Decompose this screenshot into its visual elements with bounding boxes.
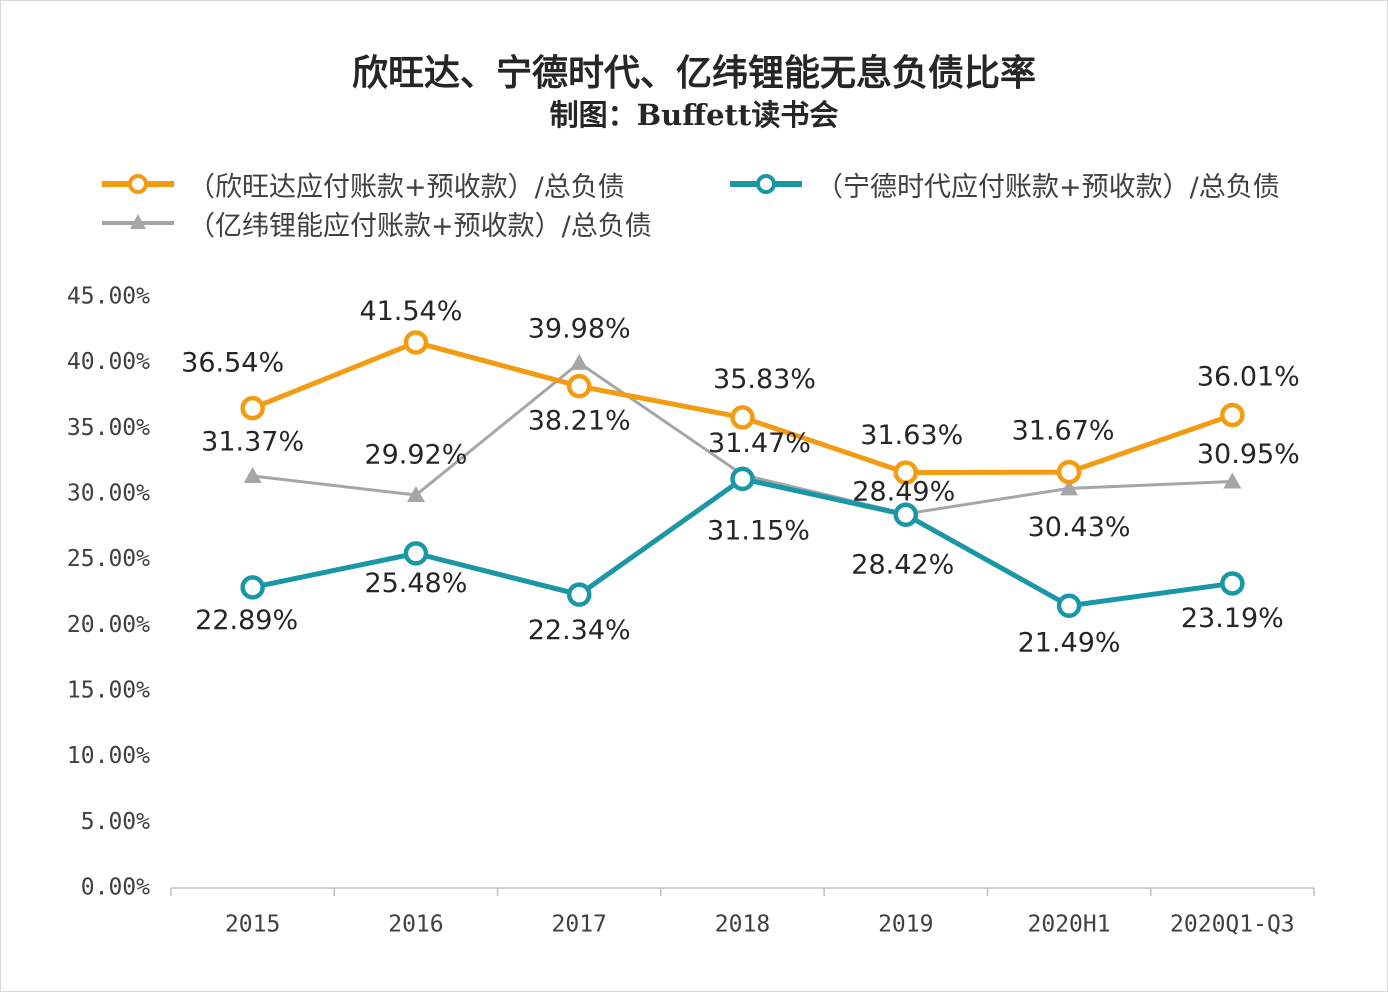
y-tick-label: 25.00%: [67, 546, 150, 572]
x-tick-label: 2017: [552, 912, 607, 938]
data-label-eve: 29.92%: [364, 440, 467, 471]
y-tick-label: 5.00%: [81, 809, 150, 835]
chart-title: 欣旺达、宁德时代、亿纬锂能无息负债比率: [351, 52, 1036, 94]
data-point-catl[interactable]: [566, 582, 592, 607]
legend-line-triangle-gray-icon: [102, 214, 174, 229]
y-tick-label: 0.00%: [81, 875, 150, 901]
data-point-xwd[interactable]: [1220, 402, 1245, 428]
x-tick-label: 2016: [388, 912, 443, 938]
data-point-eve[interactable]: [1060, 479, 1079, 496]
data-point-xwd[interactable]: [403, 330, 429, 355]
data-label-xwd: 38.21%: [528, 406, 631, 437]
data-point-catl[interactable]: [403, 541, 429, 566]
data-point-xwd[interactable]: [893, 460, 919, 485]
data-point-xwd[interactable]: [730, 405, 755, 430]
y-tick-label: 45.00%: [67, 284, 150, 310]
data-label-eve: 31.37%: [201, 427, 304, 458]
legend-line-circle-orange-icon: [102, 174, 174, 194]
data-point-catl[interactable]: [1220, 571, 1245, 596]
y-tick-label: 20.00%: [67, 612, 150, 638]
data-point-eve[interactable]: [406, 486, 425, 503]
data-label-xwd: 31.63%: [860, 420, 963, 451]
data-label-catl: 31.15%: [707, 515, 810, 546]
data-label-eve: 31.47%: [708, 428, 811, 459]
legend-label-catl: （宁德时代应付账款+预收款）/总负债: [816, 171, 1280, 203]
data-point-xwd[interactable]: [566, 373, 592, 399]
data-label-xwd: 41.54%: [359, 296, 462, 327]
data-label-catl: 22.89%: [195, 605, 298, 636]
data-label-xwd: 31.67%: [1012, 416, 1115, 447]
x-tick-label: 2015: [225, 912, 280, 938]
data-point-eve[interactable]: [570, 353, 589, 370]
legend-item-eve[interactable]: （亿纬锂能应付账款+预收款）/总负债: [100, 205, 652, 242]
x-tick-label: 2019: [878, 912, 933, 938]
legend-label-xwd: （欣旺达应付账款+预收款）/总负债: [188, 171, 625, 203]
data-point-catl[interactable]: [1056, 593, 1082, 619]
data-label-eve: 30.43%: [1028, 512, 1131, 543]
data-label-eve: 30.95%: [1197, 439, 1300, 470]
data-point-xwd[interactable]: [1056, 459, 1082, 485]
chart-subtitle: 制图：Buffett读书会: [549, 98, 839, 132]
data-point-catl[interactable]: [240, 575, 265, 600]
data-point-catl[interactable]: [893, 502, 919, 528]
data-label-catl: 23.19%: [1181, 603, 1284, 634]
data-label-xwd: 36.54%: [181, 348, 284, 379]
data-label-catl: 28.42%: [851, 549, 954, 580]
data-label-catl: 21.49%: [1018, 627, 1121, 658]
data-label-catl: 22.34%: [528, 615, 631, 646]
data-label-eve: 39.98%: [528, 313, 631, 344]
data-label-xwd: 35.83%: [713, 364, 816, 395]
data-point-catl[interactable]: [730, 466, 755, 492]
data-point-eve[interactable]: [243, 467, 262, 484]
y-tick-label: 30.00%: [67, 481, 150, 507]
legend-item-catl[interactable]: （宁德时代应付账款+预收款）/总负债: [728, 166, 1280, 203]
x-tick-label: 2020Q1-Q3: [1170, 912, 1295, 938]
data-label-eve: 28.49%: [852, 476, 955, 507]
y-tick-label: 15.00%: [67, 678, 150, 704]
legend-label-eve: （亿纬锂能应付账款+预收款）/总负债: [188, 210, 652, 242]
y-tick-label: 10.00%: [67, 743, 150, 769]
y-tick-label: 40.00%: [67, 349, 150, 375]
data-point-xwd[interactable]: [240, 395, 265, 421]
y-tick-label: 35.00%: [67, 415, 150, 441]
x-tick-label: 2018: [715, 912, 770, 938]
data-label-xwd: 36.01%: [1197, 362, 1300, 393]
x-tick-label: 2020H1: [1028, 912, 1111, 938]
data-label-catl: 25.48%: [364, 568, 467, 599]
legend-line-circle-teal-icon: [730, 174, 802, 194]
data-point-eve[interactable]: [1223, 472, 1242, 489]
legend-item-xwd[interactable]: （欣旺达应付账款+预收款）/总负债: [100, 166, 625, 203]
